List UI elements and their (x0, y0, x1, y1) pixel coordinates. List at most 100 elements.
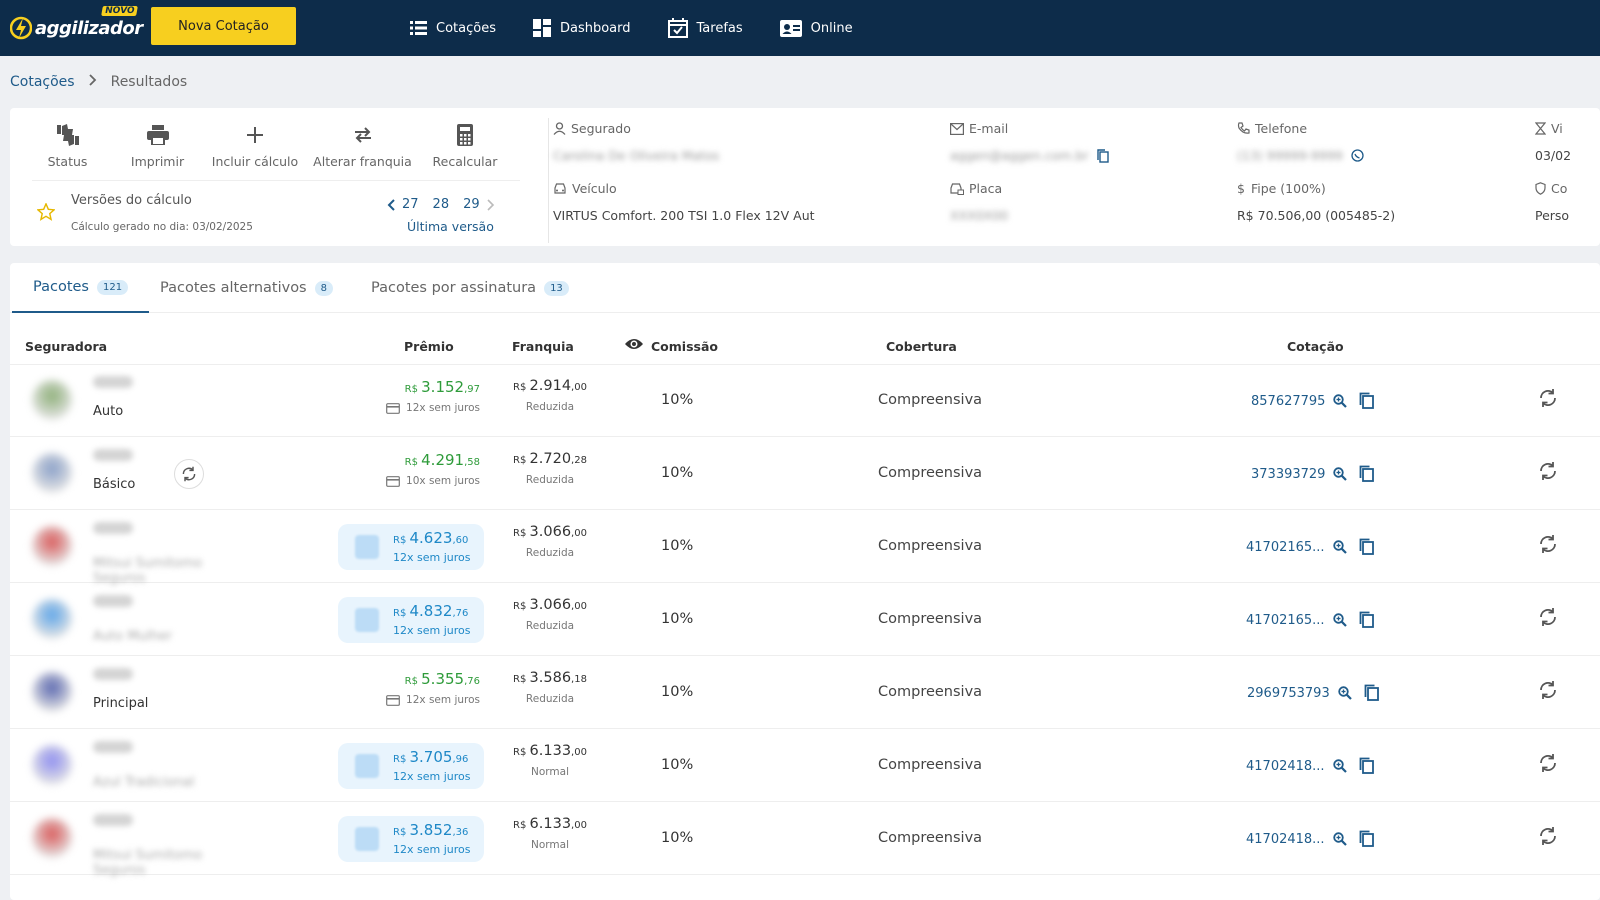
recalculate-button[interactable]: Recalcular (425, 120, 505, 169)
commission: 10% (661, 465, 694, 481)
tab-pacotes[interactable]: Pacotes 121 (12, 263, 150, 313)
row-refresh-button[interactable] (1538, 534, 1558, 558)
tool-label: Recalcular (432, 154, 498, 169)
row-refresh-button[interactable] (1538, 680, 1558, 704)
installments: 12x sem juros (393, 770, 471, 783)
nav-dashboard[interactable]: Dashboard (532, 19, 631, 37)
deductible-dec: ,00 (571, 601, 587, 612)
deductible-value: R$ 3.586,18 (510, 670, 590, 686)
quote-id[interactable]: 41702418... (1246, 758, 1325, 774)
premium-highlight[interactable]: R$ 4.832,76 12x sem juros (338, 597, 484, 643)
table-row[interactable]: Porto Seguro Auto Mulher R$ 4.832,76 12x se… (10, 583, 1600, 656)
quote-id[interactable]: 2969753793 (1247, 685, 1330, 701)
version-item[interactable]: 29 (463, 197, 480, 212)
whatsapp-icon[interactable] (1351, 149, 1364, 162)
installments: 12x sem juros (386, 402, 480, 414)
quote-id[interactable]: 857627795 (1251, 393, 1326, 409)
table-row[interactable]: Azul Básico R$ 4.291,58 10x sem juros R$ 2.7… (10, 437, 1600, 510)
count-badge: 8 (314, 280, 333, 296)
reload-button[interactable] (174, 459, 204, 489)
zoom-in-icon[interactable] (1338, 686, 1352, 700)
breadcrumb-cotacoes[interactable]: Cotações (10, 74, 75, 90)
version-item[interactable]: 28 (432, 197, 450, 212)
coverage: Compreensiva (878, 830, 983, 846)
calc-versions: Versões do cálculo Cálculo gerado no dia… (32, 180, 520, 240)
chevron-left-icon[interactable] (387, 198, 395, 211)
last-version-link[interactable]: Última versão (407, 219, 494, 234)
col-cobertura[interactable]: Cobertura (886, 339, 957, 354)
copy-icon[interactable] (1096, 148, 1109, 163)
table-row[interactable]: Allianz Auto R$ 3.152,97 12x sem juros R$ 2.… (10, 364, 1600, 437)
quote-id[interactable]: 41702165... (1246, 612, 1325, 628)
calculator-icon (457, 120, 473, 150)
app-logo[interactable]: aggilizador NOVO (9, 6, 143, 46)
copy-icon[interactable] (1359, 392, 1375, 410)
installments: 10x sem juros (386, 475, 480, 487)
copy-icon[interactable] (1359, 830, 1375, 848)
tab-pacotes-alternativos[interactable]: Pacotes alternativos 8 (160, 263, 333, 313)
currency: R$ (404, 457, 422, 468)
table-row[interactable]: HDI Principal R$ 5.355,76 12x sem juros R$ 3… (10, 656, 1600, 729)
installments: 12x sem juros (393, 843, 471, 856)
coverage: Compreensiva (878, 538, 983, 554)
currency: R$ (393, 608, 410, 619)
swap-icon (353, 120, 373, 150)
nav-online[interactable]: Online (779, 19, 853, 37)
row-refresh-button[interactable] (1538, 461, 1558, 485)
zoom-in-icon[interactable] (1332, 540, 1347, 554)
zoom-in-icon[interactable] (1332, 832, 1347, 846)
zoom-in-icon[interactable] (1333, 467, 1348, 481)
row-refresh-button[interactable] (1538, 753, 1558, 777)
copy-icon[interactable] (1359, 538, 1375, 556)
print-button[interactable]: Imprimir (105, 120, 210, 169)
eye-icon[interactable] (624, 337, 644, 354)
row-refresh-button[interactable] (1538, 388, 1558, 412)
row-refresh-button[interactable] (1538, 607, 1558, 631)
change-deductible-button[interactable]: Alterar franquia (300, 120, 425, 169)
thumbs-icon (55, 120, 81, 150)
insurer-mini-logo (355, 608, 379, 632)
add-calculation-button[interactable]: Incluir cálculo (210, 120, 300, 169)
col-seguradora[interactable]: Seguradora (25, 339, 108, 354)
deductible: R$ 3.066,00 Reduzida (510, 597, 590, 632)
premium-highlight[interactable]: R$ 3.852,36 12x sem juros (338, 816, 484, 862)
coverage: Compreensiva (878, 392, 983, 408)
row-refresh-button[interactable] (1538, 826, 1558, 850)
insured-field: Segurado Carolina De Oliveira Matos (553, 121, 719, 163)
zoom-in-icon[interactable] (1332, 759, 1347, 773)
copy-icon[interactable] (1359, 757, 1375, 775)
card-icon (386, 402, 400, 414)
tab-pacotes-assinatura[interactable]: Pacotes por assinatura 13 (371, 263, 569, 313)
table-row[interactable]: Azul Azul Tradicional R$ 3.705,96 12x sem j… (10, 729, 1600, 802)
new-quote-button[interactable]: Nova Cotação (151, 7, 296, 45)
nav-cotacoes[interactable]: Cotações (410, 21, 496, 36)
nav-label: Dashboard (559, 20, 631, 36)
premium-int: 3.705 (409, 748, 453, 766)
commission: 10% (661, 684, 694, 700)
quote-id[interactable]: 41702418... (1246, 831, 1325, 847)
table-row[interactable]: Mitsui Mitsui Sumitomo Seguros R$ 4.623,60… (10, 510, 1600, 586)
refresh-icon (1540, 389, 1556, 407)
deductible-type: Reduzida (525, 693, 575, 705)
deductible-dec: ,28 (571, 455, 587, 466)
nav-tarefas[interactable]: Tarefas (667, 18, 743, 38)
col-cotacao[interactable]: Cotação (1287, 339, 1344, 354)
status-button[interactable]: Status (30, 120, 105, 169)
premium-highlight[interactable]: R$ 4.623,60 12x sem juros (338, 524, 484, 570)
version-item[interactable]: 27 (402, 197, 419, 212)
copy-icon[interactable] (1359, 465, 1375, 483)
quote-id[interactable]: 41702165... (1246, 539, 1325, 555)
col-franquia[interactable]: Franquia (512, 339, 574, 354)
premium-highlight[interactable]: R$ 3.705,96 12x sem juros (338, 743, 484, 789)
zoom-in-icon[interactable] (1333, 394, 1348, 408)
zoom-in-icon[interactable] (1332, 613, 1347, 627)
star-icon[interactable] (36, 202, 56, 225)
table-row[interactable]: Mitsui Mitsui Sumitomo Seguros R$ 3.852,36… (10, 802, 1600, 878)
quote-id[interactable]: 373393729 (1251, 466, 1326, 482)
chevron-right-icon[interactable] (487, 198, 495, 211)
copy-icon[interactable] (1359, 611, 1375, 629)
copy-icon[interactable] (1364, 684, 1380, 702)
col-premio[interactable]: Prêmio (404, 339, 454, 354)
field-label: Segurado (571, 121, 631, 136)
col-comissao[interactable]: Comissão (651, 339, 718, 354)
